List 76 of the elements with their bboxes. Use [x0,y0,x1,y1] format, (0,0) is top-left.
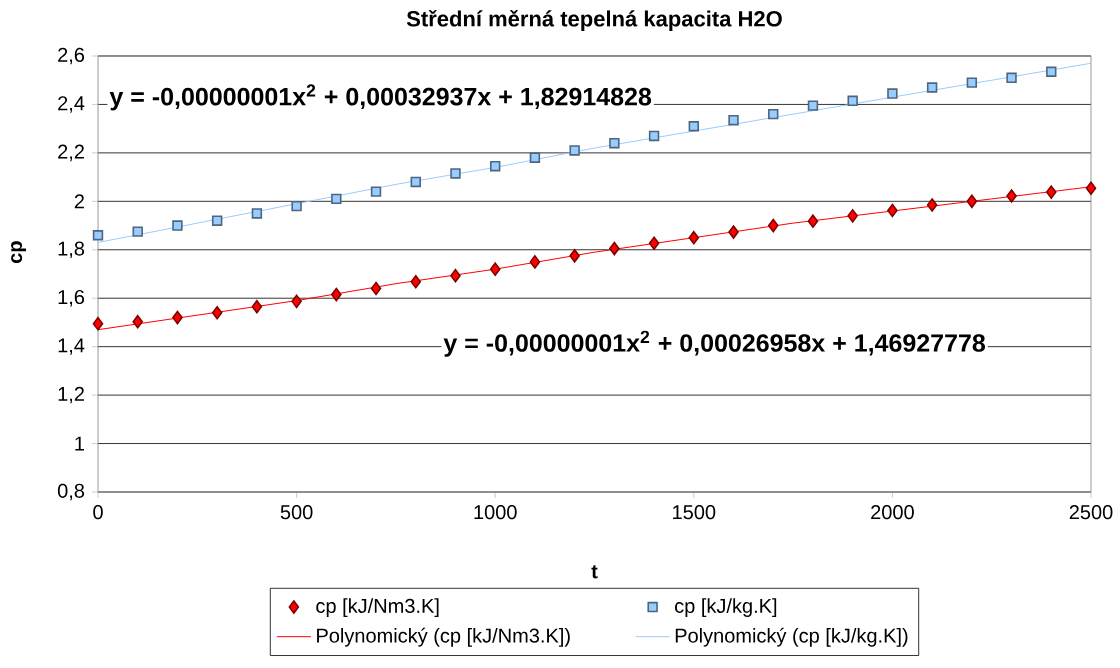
x-tick-label: 2000 [871,505,914,520]
point [450,168,461,179]
y-axis-title: cp [11,241,27,264]
point [132,314,144,329]
point [172,310,183,325]
point [648,236,660,251]
point [807,214,819,228]
point [966,194,978,209]
point [768,108,779,120]
point [410,176,421,188]
point [609,137,620,149]
x-tick-label: 1000 [474,505,517,520]
legend-label: cp [kJ/Nm3.K] [316,598,439,617]
x-axis-title: t [591,565,598,579]
point [648,130,660,142]
y-tick-label: 2 [74,194,84,209]
legend-label: cp [kJ/kg.K] [675,598,777,617]
point [410,274,422,289]
annotation: y = -0,00000001x$^{2}$ + 0,00026958x + 1,46927778 [443,330,986,357]
point [172,220,183,231]
point [609,241,620,256]
chart-title: Střední měrná tepelná kapacita H2O [406,9,782,31]
y-tick-label: 0,8 [57,483,85,501]
point [728,225,739,239]
point [211,215,223,226]
point [728,114,739,126]
point [370,186,382,197]
y-tick-label: 2,6 [58,47,85,65]
point [887,203,898,218]
point [569,249,580,263]
point [529,152,541,163]
x-tick-label: 1500 [673,505,716,520]
point [291,200,302,212]
x-tick-label: 500 [280,505,313,520]
point [688,230,700,245]
point [211,305,223,320]
point [1006,72,1017,83]
point [887,88,898,99]
point [489,262,501,276]
x-tick-label: 2500 [1069,505,1113,520]
y-tick-label: 1,6 [58,289,85,307]
point [92,316,104,331]
y-tick-label: 1,8 [58,241,85,259]
y-tick-label: 1,2 [58,386,84,404]
y-tick-label: 1,4 [58,338,85,355]
point [926,82,938,93]
point [847,95,858,106]
annotation: y = -0,00000001x$^{2}$ + 0,00032937x + 1,82914828 [109,84,652,111]
point [1006,189,1017,203]
point [450,268,461,283]
point [966,77,978,88]
point [767,218,779,233]
point [926,198,938,212]
point [370,281,382,296]
point [251,299,263,314]
legend-label: Polynomický (cp [kJ/Nm3.K]) [317,627,570,647]
y-tick-label: 2,2 [58,144,84,162]
y-tick-label: 1 [75,436,84,451]
point [1045,185,1057,199]
point [688,121,699,132]
x-tick-label: 0 [93,505,103,520]
point [1046,66,1057,77]
point [1085,181,1097,196]
point [331,193,342,205]
point [529,255,541,269]
legend-label: Polynomický (cp [kJ/kg.K]) [675,627,908,647]
point [291,294,302,309]
point [251,208,263,219]
point [807,100,819,111]
y-tick-label: 2,4 [58,96,85,113]
point [490,161,501,172]
point [847,209,858,223]
point [569,145,580,156]
point [92,230,104,241]
point [331,287,342,302]
point [132,226,143,237]
